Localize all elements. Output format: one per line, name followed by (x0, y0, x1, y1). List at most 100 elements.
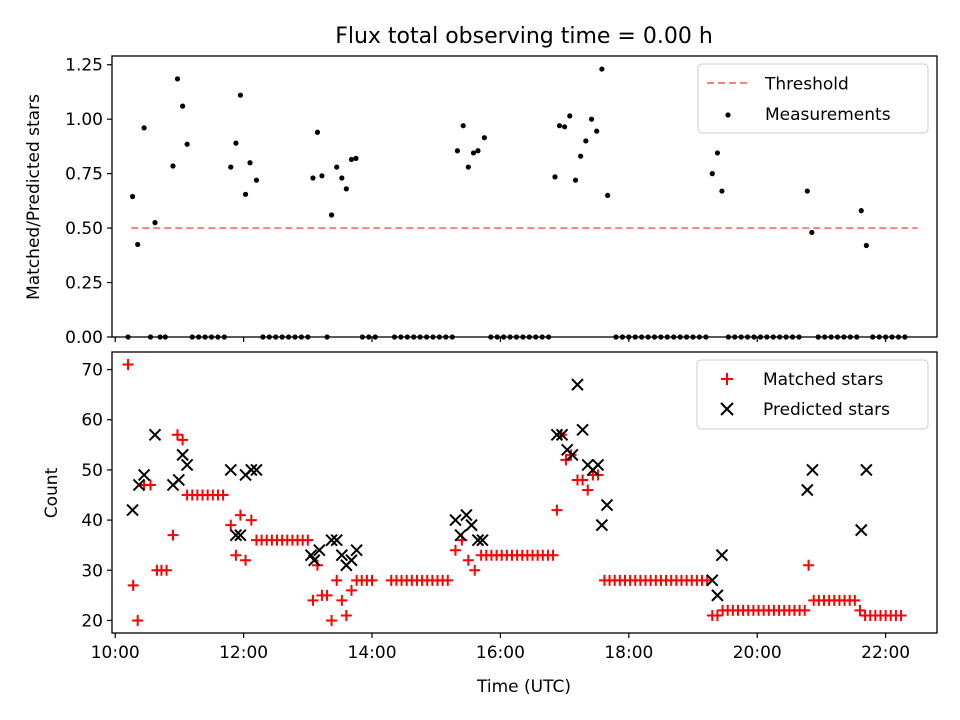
measurement-point (460, 123, 466, 129)
measurement-point (174, 76, 181, 82)
measurement-point (328, 212, 335, 218)
matched-star-point (854, 604, 866, 616)
matched-star-point (225, 519, 237, 531)
x-tick-label: 18:00 (604, 643, 653, 663)
predicted-star-point (801, 483, 814, 497)
measurement-point (310, 175, 316, 181)
matched-star-point (217, 489, 229, 501)
chart-title: Flux total observing time = 0.00 h (335, 24, 713, 49)
matched-star-point (345, 584, 357, 596)
predicted-star-point (465, 518, 478, 532)
measurement-point (804, 188, 810, 194)
matched-star-point (311, 559, 323, 571)
bottom-y-axis-label: Count (42, 467, 62, 518)
matched-star-point (326, 614, 338, 626)
matched-star-point (340, 609, 352, 621)
matched-star-point (803, 559, 815, 571)
bottom-y-tick-label: 70 (81, 361, 103, 381)
measurement-point (141, 125, 147, 131)
measurement-point (253, 177, 260, 183)
predicted-star-point (126, 503, 139, 517)
measurement-point (454, 148, 461, 154)
measurement-point (481, 135, 487, 141)
matched-star-point (577, 474, 589, 486)
predicted-star-point (566, 448, 579, 462)
measurement-point (863, 242, 869, 249)
bottom-legend: Matched stars Predicted stars (696, 359, 929, 430)
predicted-star-point (449, 513, 462, 527)
top-y-tick-label: 0.00 (65, 328, 103, 348)
bottom-y-tick-label: 30 (81, 561, 103, 581)
top-y-axis-label: Matched/Predicted stars (24, 94, 44, 300)
measurement-point (237, 92, 244, 98)
predicted-star-point (176, 448, 189, 462)
predicted-star-point (715, 549, 729, 562)
measurement-point (599, 66, 605, 72)
bottom-plot-area: 20 30 40 50 60 70 10:00 12:00 14:00 16:00 18:00 20:… (81, 359, 910, 663)
predicted-star-point (595, 518, 609, 532)
top-legend-box (697, 63, 929, 134)
top-y-tick-label: 0.75 (65, 165, 103, 185)
measurement-point (314, 129, 321, 135)
measurement-point (129, 193, 136, 200)
predicted-star-point (571, 378, 584, 391)
legend-threshold-label: Threshold (764, 75, 849, 95)
matched-star-point (701, 574, 713, 586)
matched-star-point (145, 479, 157, 491)
matched-star-point (302, 534, 314, 546)
matched-star-point (171, 429, 183, 441)
legend-predicted-swatch (720, 402, 734, 416)
matched-star-point (122, 359, 134, 371)
top-plot-area: 0.00 0.25 0.50 0.75 1.00 1.25 (65, 56, 918, 348)
matched-star-point (321, 589, 333, 601)
measurement-point (719, 188, 725, 194)
predicted-star-point (313, 543, 326, 557)
measurement-point (170, 163, 176, 169)
measurement-point (578, 153, 584, 159)
predicted-star-point (454, 528, 467, 542)
measurement-point (809, 229, 815, 236)
matched-star-point (177, 434, 189, 446)
bottom-legend-box (696, 359, 929, 430)
measurement-point (343, 186, 349, 192)
measurement-point (135, 241, 141, 248)
predicted-star-point (234, 528, 247, 542)
x-tick-label: 12:00 (219, 643, 268, 663)
predicted-star-point (855, 523, 868, 537)
predicted-star-point (229, 528, 243, 542)
matched-star-point (849, 594, 861, 606)
predicted-star-point (325, 533, 338, 547)
measurement-point (242, 191, 249, 197)
measurement-point (465, 164, 471, 170)
predicted-star-point (711, 589, 724, 602)
matched-star-point (547, 549, 559, 561)
predicted-star-point (600, 498, 614, 512)
predicted-star-point (591, 458, 605, 472)
top-legend: Threshold Measurements (697, 63, 929, 134)
x-tick-label: 22:00 (861, 643, 910, 663)
matched-star-point (240, 554, 252, 566)
measurement-point (858, 208, 864, 214)
matched-star-point (307, 594, 319, 606)
top-y-tick-label: 1.00 (65, 110, 103, 130)
measurement-point (562, 124, 568, 130)
measurement-point (605, 192, 611, 199)
predicted-star-point (471, 533, 485, 547)
matched-star-point (799, 604, 811, 616)
matched-star-point (132, 614, 144, 626)
matched-star-point (469, 564, 481, 576)
predicted-star-point (706, 574, 719, 587)
measurement-point (319, 173, 325, 179)
predicted-star-point (180, 458, 194, 472)
matched-star-point (462, 554, 474, 566)
measurement-point (588, 116, 595, 122)
matched-star-point (234, 509, 246, 521)
measurement-point (339, 175, 345, 181)
matched-star-point (551, 504, 563, 516)
matched-star-point (366, 574, 378, 586)
matched-star-point (560, 454, 572, 466)
measurement-point (470, 150, 477, 156)
measurement-point (594, 128, 600, 134)
predicted-star-point (550, 428, 564, 442)
